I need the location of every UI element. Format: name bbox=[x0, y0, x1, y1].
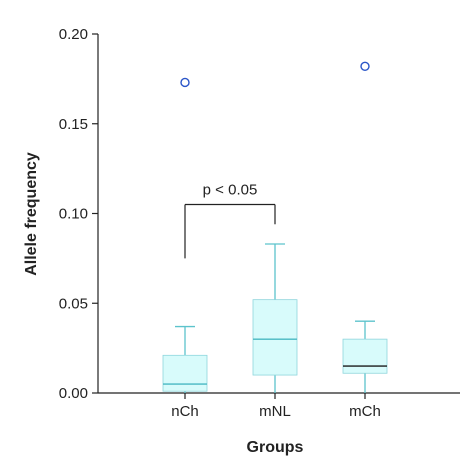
y-tick-label: 0.00 bbox=[59, 385, 88, 402]
y-tick-label: 0.15 bbox=[59, 116, 88, 133]
p-value-label: p < 0.05 bbox=[203, 182, 258, 199]
y-tick-label: 0.20 bbox=[59, 26, 88, 43]
x-tick-label: nCh bbox=[171, 403, 199, 420]
iqr-box bbox=[342, 338, 388, 374]
significance-annotation: p < 0.05 bbox=[184, 182, 276, 259]
x-tick-label: mNL bbox=[259, 403, 291, 420]
y-axis: 0.00 0.05 0.10 0.15 0.20 bbox=[59, 26, 98, 402]
x-axis-title: Groups bbox=[247, 439, 304, 456]
outlier-point bbox=[180, 77, 190, 88]
y-axis-title: Allele frequency bbox=[23, 152, 40, 276]
box-series bbox=[162, 61, 388, 393]
iqr-box bbox=[162, 354, 208, 392]
x-axis: nCh mNL mCh bbox=[171, 393, 381, 420]
iqr-box bbox=[252, 299, 298, 376]
box-mCh bbox=[342, 61, 388, 393]
outlier-point bbox=[360, 61, 370, 72]
box-nCh bbox=[162, 77, 208, 393]
x-tick-label: mCh bbox=[349, 403, 381, 420]
y-tick-label: 0.10 bbox=[59, 206, 88, 223]
y-tick-label: 0.05 bbox=[59, 295, 88, 312]
box-mNL bbox=[252, 243, 298, 393]
